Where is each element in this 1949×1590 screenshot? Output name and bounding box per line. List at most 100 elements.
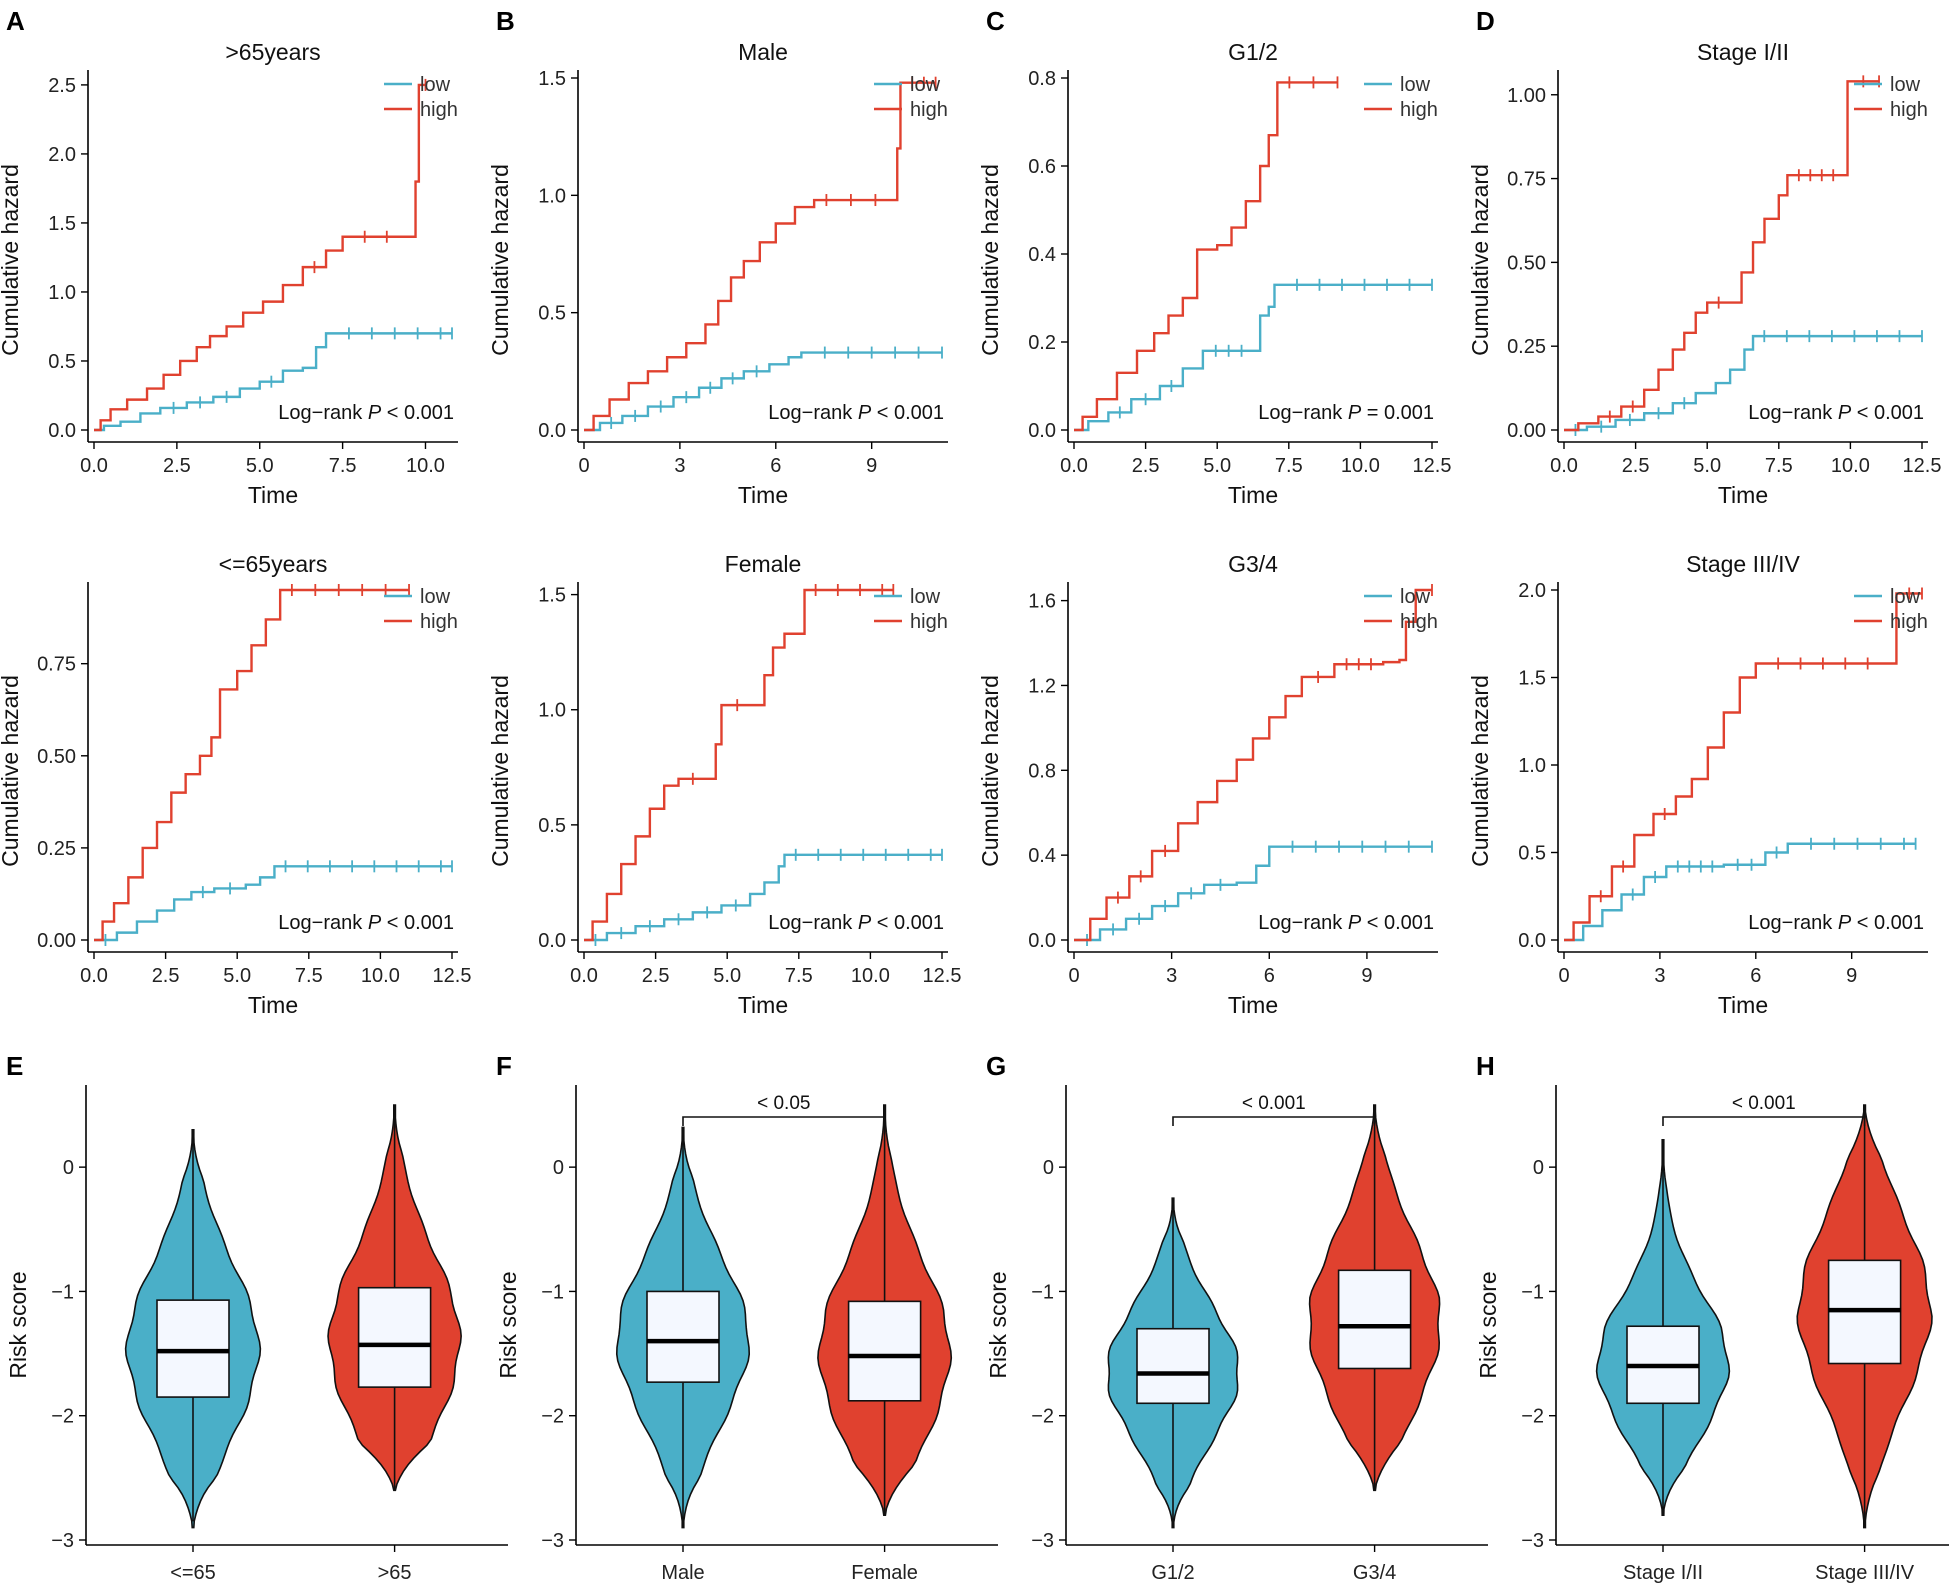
series-line-high [584,81,936,432]
violin-panel-8: E −3 −2 −1 0 Risk score <=65 >65 [5,1051,508,1584]
y-axis-label: Cumulative hazard [977,164,1003,356]
series-line-low [584,853,942,942]
x-axis-label: Time [738,992,788,1018]
x-tick-label: 0 [1068,965,1079,987]
y-axis-label: Risk score [5,1271,31,1378]
pvalue-prefix: Log−rank [768,912,853,934]
y-tick-label: 0.0 [1028,420,1056,442]
x-tick-label: 12.5 [923,965,962,987]
pvalue-value: < 0.001 [1851,912,1924,934]
iqr-box [156,1299,230,1398]
series-line-low [1074,283,1432,432]
pvalue-value: < 0.001 [381,402,454,424]
x-tick-label: 12.5 [1413,455,1452,477]
x-tick-label: 5.0 [246,455,274,477]
censor-marks-high [1288,76,1339,89]
y-tick-label: −2 [1521,1406,1544,1428]
y-axis-label: Cumulative hazard [487,164,513,356]
x-tick-label: >65 [378,1562,412,1584]
x-tick-label: 7.5 [329,455,357,477]
x-tick-label: G1/2 [1151,1562,1194,1584]
chart-title: G3/4 [1228,551,1278,577]
y-tick-label: 2.0 [48,144,76,166]
x-tick-label: 9 [1361,965,1372,987]
x-axis-label: Time [1228,992,1278,1018]
y-axis-label: Risk score [985,1271,1011,1378]
pvalue-annotation: Log−rank P = 0.001 [1258,402,1434,424]
legend-label-low: low [910,586,941,608]
y-tick-label: 1.5 [538,68,566,90]
y-tick-label: 0.2 [1028,332,1056,354]
series-line-high [1074,81,1338,432]
y-tick-label: 0.4 [1028,244,1056,266]
iqr-box [1136,1327,1210,1405]
y-tick-label: 0.8 [1028,68,1056,90]
y-tick-label: 0.50 [1507,252,1546,274]
series-line-high [584,588,894,942]
x-tick-label: 0.0 [1060,455,1088,477]
legend-label-high: high [1400,611,1438,633]
y-axis-label: Cumulative hazard [0,675,23,867]
x-axis-label: Time [248,992,298,1018]
censor-marks-low [1118,278,1433,419]
y-tick-label: 0.75 [37,654,76,676]
pvalue-value: = 0.001 [1361,402,1434,424]
y-tick-label: 0.0 [1028,930,1056,952]
pvalue-prefix: Log−rank [278,912,363,934]
pvalue-annotation: Log−rank P < 0.001 [278,402,454,424]
km-panel-5: Female 0.0 2.5 5.0 7.5 10.0 12.5 0.0 0.5 1.0 1.5 Ti… [487,551,961,1018]
y-tick-label: 1.5 [1518,668,1546,690]
x-tick-label: 0.0 [570,965,598,987]
censor-marks-high [1117,584,1433,904]
panel-letter: C [986,6,1005,36]
significance-bracket [1662,1116,1866,1126]
y-axis-label: Cumulative hazard [977,675,1003,867]
y-tick-label: 0 [553,1157,564,1179]
chart-title: Stage III/IV [1686,551,1800,577]
y-tick-label: 0.5 [48,351,76,373]
x-tick-label: 0.0 [1550,455,1578,477]
legend-label-low: low [1890,74,1921,96]
x-tick-label: 0.0 [80,455,108,477]
y-axis-label: Cumulative hazard [487,675,513,867]
km-panel-0: A >65years 0.0 2.5 5.0 7.5 10.0 0.0 0.5 1.0 1.5 2.0… [0,6,458,508]
pvalue-annotation: Log−rank P < 0.001 [768,912,944,934]
pvalue-symbol: P [368,912,382,934]
censor-marks-low [610,346,943,429]
x-axis-label: Time [1718,992,1768,1018]
legend-label-low: low [1890,586,1921,608]
x-axis-label: Time [738,482,788,508]
km-panel-1: B Male 0 3 6 9 0.0 0.5 1.0 1.5 Time Cumulative haza… [487,6,948,508]
pvalue-annotation: Log−rank P < 0.001 [1748,912,1924,934]
series-line-low [1564,334,1922,432]
pvalue-value: < 0.001 [871,912,944,934]
censor-marks-high [1608,75,1880,423]
censor-marks-low [1631,837,1917,901]
chart-title: <=65years [219,551,328,577]
legend-label-high: high [1400,99,1438,121]
x-tick-label: 9 [1846,965,1857,987]
x-axis-label: Time [1228,482,1278,508]
y-tick-label: −1 [541,1281,564,1303]
y-tick-label: 0.8 [1028,760,1056,782]
x-tick-label: 10.0 [361,965,400,987]
y-tick-label: 0.4 [1028,845,1056,867]
series-line-high [94,588,410,942]
chart-title: >65years [225,39,320,65]
y-tick-label: 1.0 [538,700,566,722]
y-tick-label: 0.5 [1518,843,1546,865]
y-tick-label: −3 [1031,1530,1054,1552]
x-tick-label: 2.5 [152,965,180,987]
panel-letter: B [496,6,515,36]
x-tick-label: 0 [578,455,589,477]
series-line-high [1564,592,1922,942]
y-tick-label: 0 [1043,1157,1054,1179]
violin-panel-11: H −3 −2 −1 0 Risk score Stage I/II Stage III/IV… [1475,1051,1949,1584]
legend-label-high: high [420,611,458,633]
legend-label-high: high [420,99,458,121]
y-axis-label: Risk score [1475,1271,1501,1378]
censor-marks-high [313,78,427,274]
series-line-low [94,865,452,942]
x-tick-label: Stage III/IV [1815,1562,1915,1584]
